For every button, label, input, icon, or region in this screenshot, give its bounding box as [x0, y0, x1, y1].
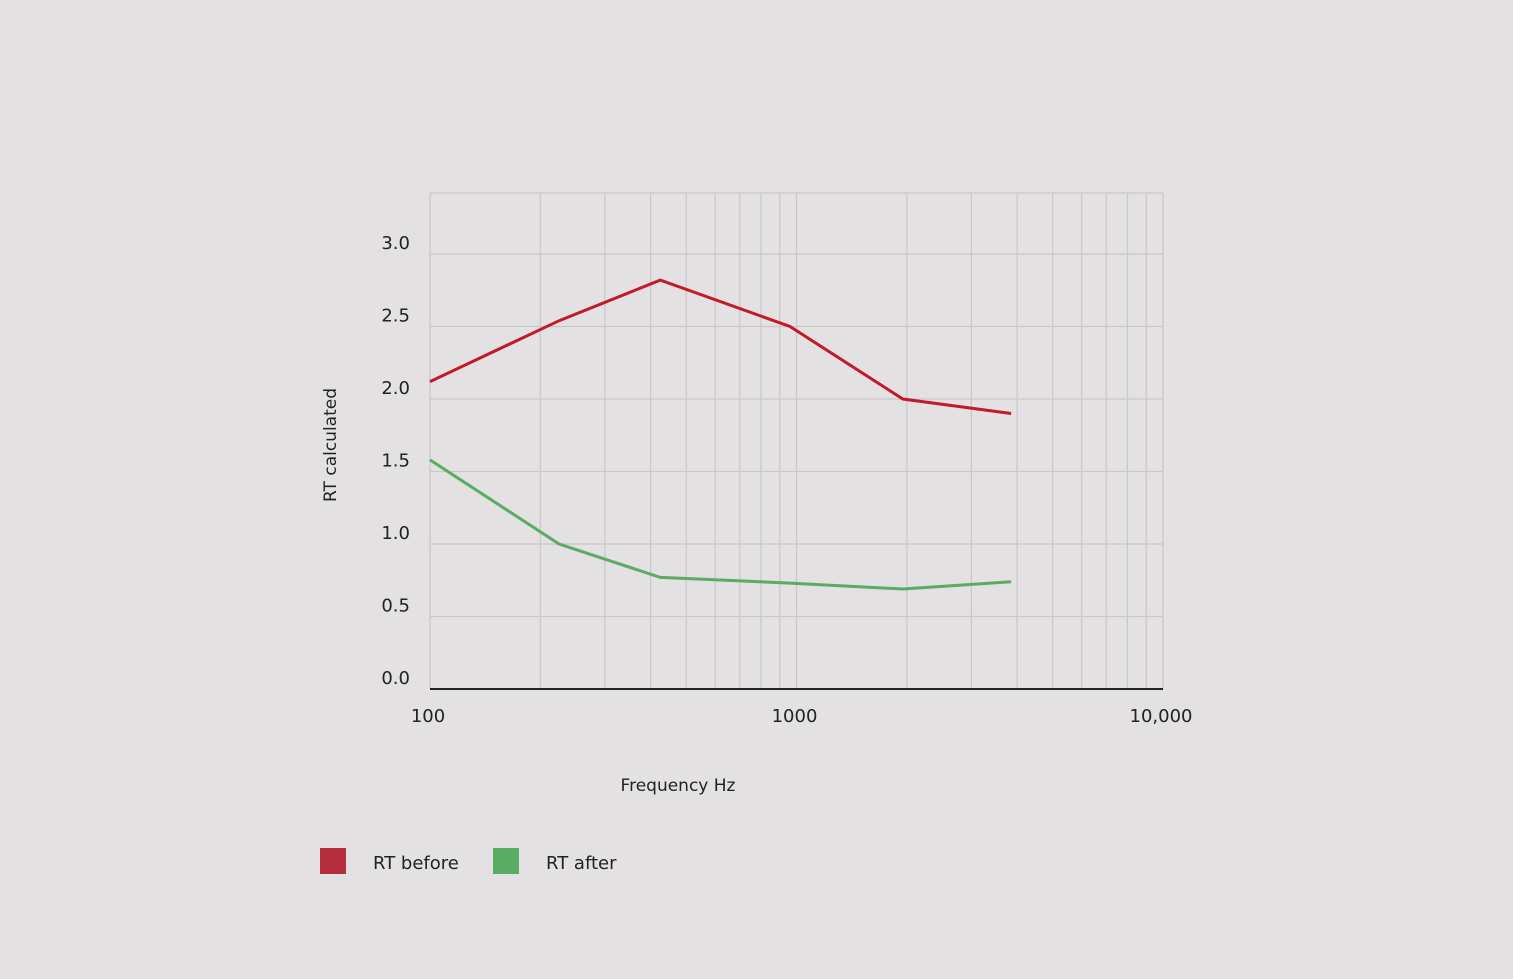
grid: [429, 192, 1164, 689]
legend-label-rt-after: RT after: [546, 853, 617, 874]
x-axis-title: Frequency Hz: [621, 776, 736, 796]
legend-label-rt-before: RT before: [373, 853, 459, 874]
series-line-rt-after: [429, 458, 1012, 591]
y-tick-label-3: 1.5: [381, 451, 410, 472]
x-tick-label-2: 10,000: [1130, 706, 1193, 727]
legend: RT before RT after: [320, 848, 617, 874]
x-tick-label-1: 1000: [772, 706, 818, 727]
y-axis-title: RT calculated: [321, 388, 341, 502]
y-tick-label-6: 3.0: [381, 233, 410, 254]
y-tick-label-5: 2.5: [381, 306, 410, 327]
y-tick-label-2: 1.0: [381, 523, 410, 544]
series-lines: [429, 278, 1012, 591]
legend-swatch-rt-before: [320, 848, 346, 874]
x-tick-label-0: 100: [411, 706, 445, 727]
axes: 0.0 0.5 1.0 1.5 2.0 2.5 3.0 100 1000 10,000: [381, 233, 1192, 727]
y-tick-label-1: 0.5: [381, 596, 410, 617]
y-tick-label-0: 0.0: [381, 668, 410, 689]
y-tick-label-4: 2.0: [381, 378, 410, 399]
series-line-rt-before: [429, 278, 1012, 415]
legend-swatch-rt-after: [493, 848, 519, 874]
